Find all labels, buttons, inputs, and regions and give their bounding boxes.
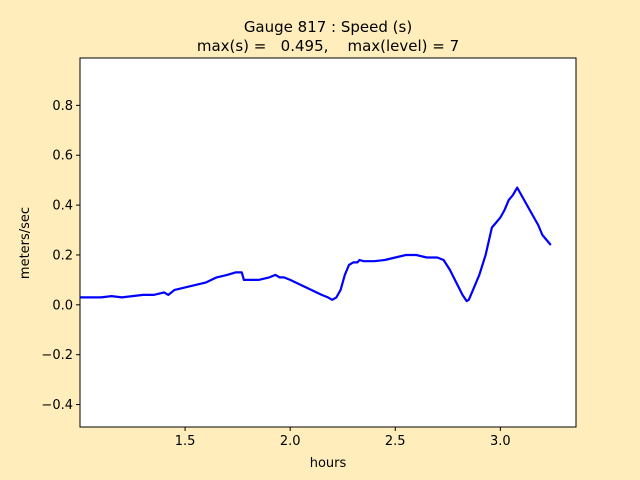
y-axis-label: meters/sec bbox=[18, 207, 33, 279]
y-tick-label: −0.4 bbox=[41, 398, 73, 413]
speed-series-line bbox=[80, 186, 552, 303]
x-axis-label: hours bbox=[310, 456, 347, 471]
y-tick-label: 0.8 bbox=[52, 99, 73, 114]
y-tick-layer: −0.4 −0.2 0.0 0.2 0.4 0.6 0.8 bbox=[41, 99, 80, 413]
y-tick-label: 0.2 bbox=[52, 248, 73, 263]
chart-title-line2: max(s) = 0.495, max(level) = 7 bbox=[197, 37, 459, 55]
x-tick-label: 1.5 bbox=[175, 434, 196, 449]
plot-frame bbox=[79, 57, 577, 428]
x-tick-layer: 1.5 2.0 2.5 3.0 bbox=[175, 427, 511, 449]
y-tick-label: 0.0 bbox=[52, 298, 73, 313]
x-tick-label: 2.0 bbox=[280, 434, 301, 449]
y-tick-label: 0.6 bbox=[52, 149, 73, 164]
y-tick-label: −0.2 bbox=[41, 348, 73, 363]
plot-area bbox=[80, 58, 576, 427]
chart-title-line1: Gauge 817 : Speed (s) bbox=[244, 18, 412, 36]
x-tick-label: 2.5 bbox=[385, 434, 406, 449]
series-layer bbox=[80, 186, 552, 303]
x-tick-label: 3.0 bbox=[490, 434, 511, 449]
y-tick-label: 0.4 bbox=[52, 199, 73, 214]
